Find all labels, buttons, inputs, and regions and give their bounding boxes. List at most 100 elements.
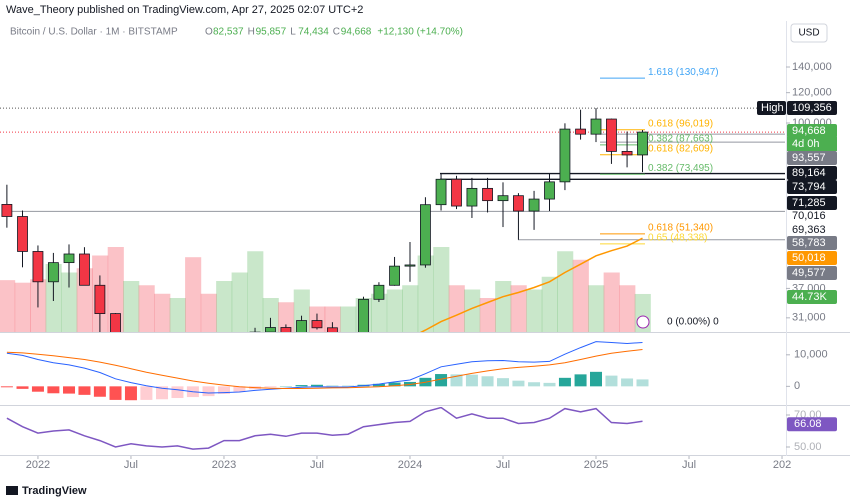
histogram-bar: [465, 374, 478, 387]
countdown: 4d 0h: [792, 138, 820, 150]
price-tag: 49,577: [792, 267, 826, 279]
y-tick-label: 140,000: [792, 61, 832, 73]
y-tick-label: 50.00: [794, 441, 822, 453]
high-tag-bg: [757, 101, 786, 115]
header-bg: [0, 0, 850, 21]
ohlc-key: L: [290, 27, 296, 38]
volume-bar: [572, 259, 589, 332]
candle-body: [544, 181, 555, 200]
x-tick-label: 202: [773, 459, 791, 471]
countdown-bg: [787, 137, 837, 151]
rsi-tag: 66.08: [794, 418, 822, 430]
high-tag: High: [761, 102, 784, 114]
histogram-bar: [31, 386, 44, 392]
candle-body: [265, 327, 276, 332]
volume-bar: [247, 251, 264, 332]
ohlc-key: H: [248, 27, 255, 38]
y-tick-label: 31,000: [792, 312, 826, 324]
candle-body: [311, 320, 323, 329]
ema-line: [419, 237, 643, 332]
price-tag-bg: [787, 251, 837, 265]
rsi-tag-bg: [787, 417, 837, 432]
fib-label: 0.618 (82,609): [648, 143, 713, 154]
x-tick-label: Jul: [496, 459, 510, 471]
ohlc-value: 95,857: [256, 27, 287, 38]
ohlc-value: 94,668: [341, 27, 372, 38]
volume-bar: [216, 281, 233, 332]
volume-bar: [495, 281, 512, 332]
histogram-bar: [372, 383, 385, 387]
volume-bar: [169, 298, 186, 332]
volume-bar: [262, 298, 279, 332]
histogram-bar: [590, 371, 603, 387]
candle-body: [482, 187, 493, 202]
currency-box[interactable]: [790, 23, 828, 43]
price-tag-bg: [787, 180, 837, 194]
fib-label: 0.382 (73,495): [648, 163, 713, 174]
histogram-bar: [435, 374, 448, 387]
histogram-bar: [388, 382, 401, 387]
histogram-bar: [342, 385, 355, 387]
pane-note: 0 (0.00%) 0: [667, 317, 719, 328]
rsi-line: [6, 407, 643, 450]
histogram-bar: [156, 386, 169, 400]
candle-body: [47, 262, 59, 283]
x-tick-label: Jul: [310, 459, 324, 471]
volume-bar: [231, 272, 248, 332]
price-tag: 93,557: [792, 152, 826, 164]
ohlc-value: 82,537: [213, 27, 244, 38]
candle-body: [497, 195, 509, 202]
price-tag-bg: [787, 196, 837, 210]
candle-body: [637, 131, 648, 156]
price-tag: 70,016: [792, 210, 826, 222]
y-tick-label: 10,000: [794, 349, 828, 361]
volume-bar: [61, 272, 78, 332]
indicator-icon[interactable]: [636, 315, 650, 329]
histogram-bar: [109, 386, 122, 400]
volume-tag-bg: [787, 290, 837, 304]
histogram-bar: [605, 375, 618, 387]
footer-logo: TradingView: [22, 485, 87, 497]
candle-body: [420, 204, 431, 266]
header-title: Wave_Theory published on TradingView.com…: [6, 4, 363, 16]
volume-bar: [526, 289, 543, 332]
candle-body: [1, 204, 13, 217]
volume-bar: [14, 282, 31, 332]
volume-tag: 44.73K: [792, 291, 828, 303]
histogram-bar: [47, 386, 60, 394]
histogram-bar: [0, 386, 13, 388]
currency[interactable]: USD: [798, 28, 819, 39]
histogram-bar: [574, 374, 587, 387]
x-tick-label: 2024: [398, 459, 422, 471]
candle-body: [32, 251, 44, 283]
price-tag-bg: [787, 236, 837, 250]
volume-bar: [541, 276, 558, 332]
price-tag-bg: [787, 124, 837, 138]
fib-label: 0.618 (96,019): [648, 118, 713, 129]
candle-body: [373, 284, 385, 300]
volume-bar: [479, 298, 496, 332]
candle-body: [435, 178, 447, 206]
histogram-bar: [450, 374, 463, 387]
histogram-bar: [326, 385, 339, 387]
ohlc-value: 74,434: [298, 27, 329, 38]
volume-bar: [417, 255, 434, 332]
price-tag: 94,668: [792, 125, 826, 137]
symbol: Bitcoin / U.S. Dollar · 1M · BITSTAMP: [10, 27, 178, 38]
histogram-bar: [310, 384, 323, 387]
volume-bar: [200, 293, 217, 332]
volume-bar: [340, 306, 357, 332]
price-tag-bg: [787, 151, 837, 165]
volume-bar: [138, 285, 155, 332]
histogram-bar: [621, 378, 634, 387]
candle-body: [280, 327, 292, 332]
volume-bar: [510, 285, 527, 332]
volume-bar: [371, 293, 388, 332]
y-tick-label: 120,000: [792, 87, 832, 99]
histogram-bar: [496, 378, 509, 387]
volume-bar: [386, 289, 403, 332]
ohlc-key: O: [205, 27, 213, 38]
candle-body: [590, 118, 602, 135]
histogram-bar: [543, 382, 556, 387]
candle-body: [559, 128, 571, 183]
